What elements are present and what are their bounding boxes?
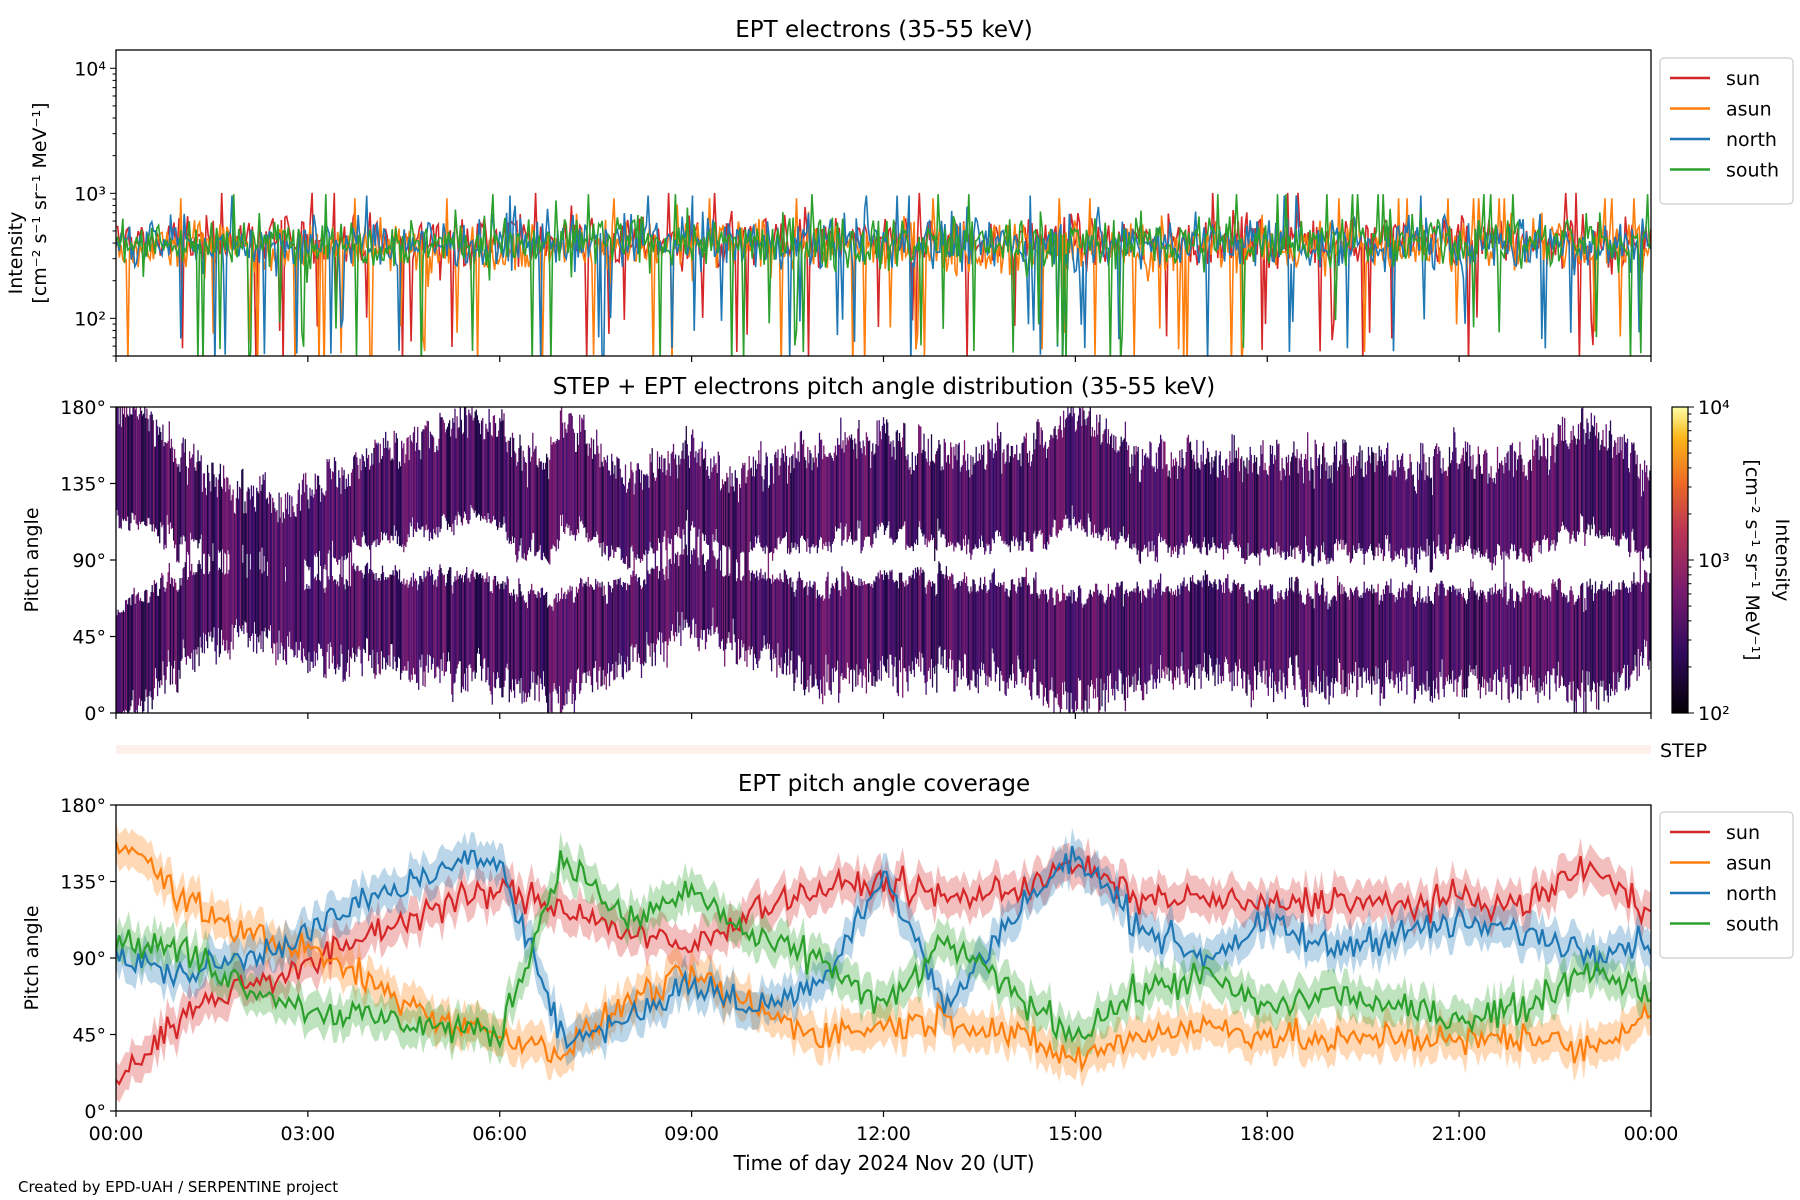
panel3-title: EPT pitch angle coverage [738, 771, 1030, 797]
intensity-series [116, 192, 1651, 356]
y-tick-label-4: 180° [60, 795, 106, 817]
panel1-yunits: [cm⁻² s⁻¹ sr⁻¹ MeV⁻¹] [29, 102, 51, 303]
y-tick-label-0: 10² [74, 308, 106, 330]
y-tick-label-3: 135° [60, 474, 106, 496]
panel2-xaxis [115, 713, 1652, 719]
panel3-ylabel: Pitch angle [21, 905, 43, 1010]
band-north [116, 827, 1651, 1067]
series-sun [116, 855, 1651, 1086]
colorbar-label: Intensity [1771, 519, 1793, 602]
x-tick-label-0: 00:00 [89, 1123, 144, 1145]
x-axis-label: Time of day 2024 Nov 20 (UT) [733, 1151, 1035, 1175]
panel1-xaxis [115, 356, 1652, 362]
legend-box [1659, 811, 1794, 959]
panel1-title: EPT electrons (35-55 keV) [735, 17, 1032, 43]
x-tick-label-2: 06:00 [472, 1123, 527, 1145]
y-tick-label-1: 45° [72, 627, 106, 649]
band-south [116, 831, 1651, 1066]
y-tick-label-0: 0° [84, 703, 106, 725]
coverage-series [116, 822, 1651, 1103]
x-tick-label-5: 15:00 [1048, 1123, 1103, 1145]
legend-label-asun: asun [1726, 853, 1772, 875]
panel2-ylabel: Pitch angle [21, 507, 43, 612]
legend-label-south: south [1726, 914, 1779, 936]
colorbar-units: [cm⁻² s⁻¹ sr⁻¹ MeV⁻¹] [1741, 459, 1763, 660]
y-tick-label-2: 90° [72, 948, 106, 970]
legend-label-asun: asun [1726, 99, 1772, 121]
heatmap-column-group-5 [123, 407, 1649, 713]
panel1-yaxis: 10² 10³ 10⁴ [74, 58, 116, 357]
x-tick-label-4: 12:00 [856, 1123, 911, 1145]
panel3-legend: sun asun north south [1659, 811, 1794, 959]
colorbar-axis: 10² 10³ 10⁴ [1688, 397, 1730, 725]
coverage-panel: EPT pitch angle coverage 0° 45° 90° 135° 180… [21, 771, 1794, 1175]
colorbar-tick-label-1: 10³ [1698, 550, 1730, 572]
heatmap-column-group-2 [116, 407, 1644, 713]
panel1-ylabel: Intensity [5, 212, 27, 295]
y-tick-label-1: 10³ [74, 183, 106, 205]
panel2-yaxis: 0° 45° 90° 135° 180° [60, 397, 116, 725]
colorbar-tick-label-2: 10⁴ [1698, 397, 1730, 419]
panel1-legend: sun asun north south [1659, 57, 1794, 205]
y-tick-label-4: 180° [60, 397, 106, 419]
colorbar-tick-label-0: 10² [1698, 703, 1730, 725]
heatmap-column-group-1 [124, 407, 1629, 713]
legend-label-sun: sun [1726, 822, 1760, 844]
heatmap-column-group-4 [121, 407, 1647, 713]
y-tick-label-0: 0° [84, 1101, 106, 1123]
y-tick-label-1: 45° [72, 1025, 106, 1047]
y-tick-label-2: 90° [72, 550, 106, 572]
panel3-yaxis: 0° 45° 90° 135° 180° [60, 795, 116, 1123]
series-asun [116, 841, 1651, 1073]
series-south [116, 194, 1651, 356]
y-tick-label-3: 135° [60, 872, 106, 894]
heatmap-column-group-3 [116, 407, 1648, 713]
band-sun [116, 837, 1651, 1103]
x-tick-label-3: 09:00 [664, 1123, 719, 1145]
x-tick-label-7: 21:00 [1432, 1123, 1487, 1145]
pad-panel: STEP + EPT electrons pitch angle distrib… [21, 374, 1793, 762]
x-tick-label-1: 03:00 [280, 1123, 335, 1145]
pad-heatmap [116, 407, 1651, 713]
band-asun [116, 822, 1651, 1088]
y-tick-label-2: 10⁴ [74, 58, 106, 80]
legend-label-south: south [1726, 160, 1779, 182]
x-tick-label-6: 18:00 [1240, 1123, 1295, 1145]
series-south [116, 850, 1651, 1050]
heatmap-column-group-0 [119, 407, 1650, 713]
legend-label-north: north [1726, 883, 1777, 905]
colorbar [1671, 406, 1689, 714]
credit-footer: Created by EPD-UAH / SERPENTINE project [18, 1178, 338, 1196]
legend-label-north: north [1726, 129, 1777, 151]
legend-label-sun: sun [1726, 68, 1760, 90]
heatmap-column-group-6 [122, 407, 1651, 713]
step-strip [116, 745, 1651, 754]
panel2-title: STEP + EPT electrons pitch angle distrib… [553, 374, 1215, 400]
step-label: STEP [1660, 740, 1707, 762]
x-tick-label-8: 00:00 [1624, 1123, 1679, 1145]
intensity-panel: EPT electrons (35-55 keV) 10² 10³ 10⁴ Inte… [5, 17, 1794, 362]
series-north [116, 845, 1651, 1050]
legend-box [1659, 57, 1794, 205]
panel3-xaxis: 00:00 03:00 06:00 09:00 12:00 15:00 18:00 21:00… [89, 1111, 1679, 1145]
